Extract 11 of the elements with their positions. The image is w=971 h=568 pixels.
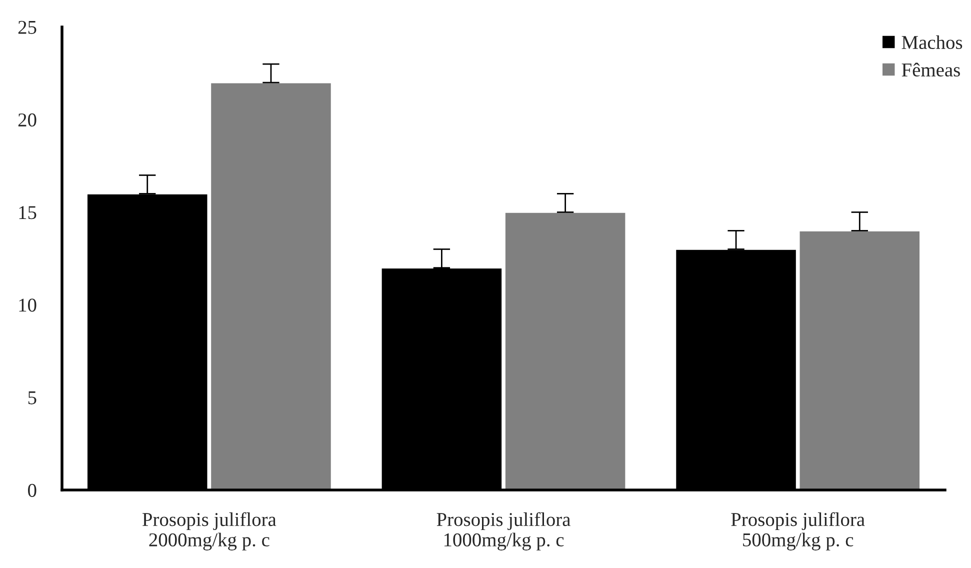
x-tick-label: Prosopis juliflora 500mg/kg p. c bbox=[731, 512, 865, 550]
y-tick-label: 5 bbox=[28, 391, 36, 404]
legend-label: Fêmeas bbox=[902, 62, 960, 77]
y-tick-label: 20 bbox=[18, 113, 36, 127]
y-tick-label: 0 bbox=[28, 484, 36, 497]
y-tick-label: 25 bbox=[18, 20, 36, 34]
x-tick-label: Prosopis juliflora 2000mg/kg p. c bbox=[142, 512, 276, 550]
legend-label: Machos bbox=[902, 35, 962, 50]
y-tick-label: 10 bbox=[19, 298, 36, 312]
x-tick-label: Prosopis juliflora 1000mg/kg p. c bbox=[436, 512, 570, 550]
y-tick-label: 15 bbox=[19, 206, 36, 220]
